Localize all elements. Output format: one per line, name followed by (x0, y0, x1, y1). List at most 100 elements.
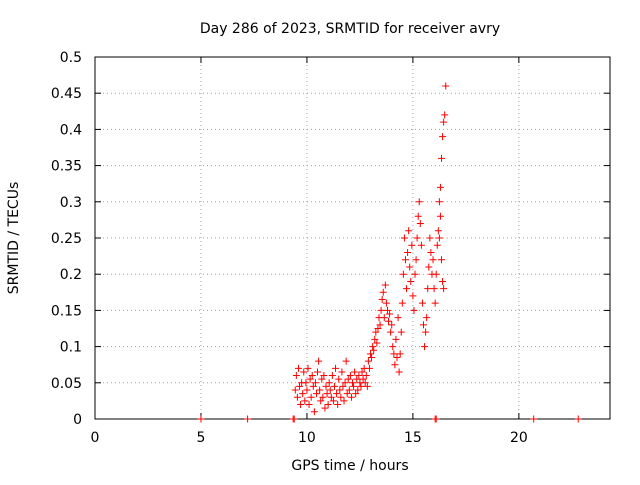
data-point (404, 248, 412, 256)
data-point (290, 415, 298, 423)
data-point (336, 386, 344, 394)
data-point (312, 390, 320, 398)
data-point (319, 393, 327, 401)
data-point (352, 390, 360, 398)
data-point (380, 314, 388, 322)
data-point (297, 401, 305, 409)
data-point (314, 368, 322, 376)
data-point (367, 350, 375, 358)
data-point (300, 368, 308, 376)
data-point (293, 393, 301, 401)
data-point (350, 382, 358, 390)
data-point (349, 379, 356, 387)
x-tick-label: 20 (510, 430, 528, 446)
data-point (322, 382, 330, 390)
y-tick-label: 0.25 (51, 231, 82, 247)
data-point (413, 234, 421, 242)
y-tick-label: 0.35 (51, 159, 82, 175)
data-point (326, 386, 334, 394)
data-point (317, 397, 325, 405)
y-axis-label: SRMTID / TECUs (6, 182, 22, 295)
data-point (389, 343, 397, 351)
data-point (381, 281, 389, 289)
data-point (325, 379, 333, 387)
data-point (306, 375, 314, 383)
data-point (303, 386, 311, 394)
data-point (416, 220, 424, 228)
x-tick-label: 0 (91, 430, 100, 446)
data-point (371, 335, 379, 343)
data-point (304, 364, 312, 372)
data-point (301, 397, 309, 405)
data-point (363, 382, 371, 390)
data-point (417, 241, 425, 249)
data-point (405, 227, 413, 235)
data-point (386, 310, 394, 318)
data-point (374, 325, 382, 332)
data-point (324, 401, 332, 409)
data-point (365, 364, 373, 372)
data-point (244, 415, 252, 423)
data-point (427, 248, 435, 256)
data-point (530, 415, 538, 423)
data-point (308, 372, 316, 380)
data-point (399, 270, 407, 278)
data-point (422, 328, 430, 336)
data-point (310, 408, 318, 416)
data-point (398, 299, 406, 307)
data-point (432, 270, 440, 278)
data-point (358, 368, 366, 376)
data-point (430, 285, 438, 293)
data-point (347, 393, 355, 401)
data-point (353, 375, 361, 383)
x-tick-label: 5 (197, 430, 206, 446)
data-point (390, 350, 398, 358)
data-point (396, 350, 404, 358)
data-point (574, 415, 582, 423)
data-point (435, 198, 443, 206)
data-point (385, 317, 393, 325)
data-point (355, 372, 363, 380)
data-point (361, 379, 369, 387)
data-point (418, 299, 426, 307)
data-point (340, 397, 348, 405)
data-point (410, 306, 418, 314)
y-tick-label: 0 (73, 412, 82, 428)
data-point (354, 386, 362, 394)
data-point (440, 118, 448, 126)
data-point (406, 263, 414, 271)
data-point (299, 390, 307, 398)
data-point (327, 393, 335, 401)
data-point (388, 321, 396, 329)
data-point (315, 357, 323, 365)
data-point (433, 241, 441, 249)
data-point (337, 393, 345, 401)
data-point (393, 353, 401, 361)
data-point (436, 183, 444, 191)
data-point (424, 285, 432, 293)
data-point (421, 343, 429, 351)
x-tick-label: 10 (298, 430, 316, 446)
y-tick-label: 0.5 (60, 50, 82, 66)
data-point (426, 234, 434, 242)
data-point (392, 335, 400, 343)
data-point (294, 364, 302, 372)
data-point (409, 292, 417, 300)
data-point (305, 401, 313, 409)
data-point (328, 372, 336, 380)
data-point (414, 212, 422, 220)
data-point (415, 198, 423, 206)
data-point (435, 234, 443, 242)
data-point (400, 234, 408, 242)
y-tick-label: 0.05 (51, 376, 82, 392)
data-point (431, 299, 439, 307)
data-point (383, 306, 391, 314)
data-point (403, 285, 411, 293)
data-point (321, 404, 329, 412)
data-point (440, 285, 448, 293)
data-point (311, 379, 319, 387)
data-point (395, 368, 403, 376)
data-point (439, 277, 447, 285)
